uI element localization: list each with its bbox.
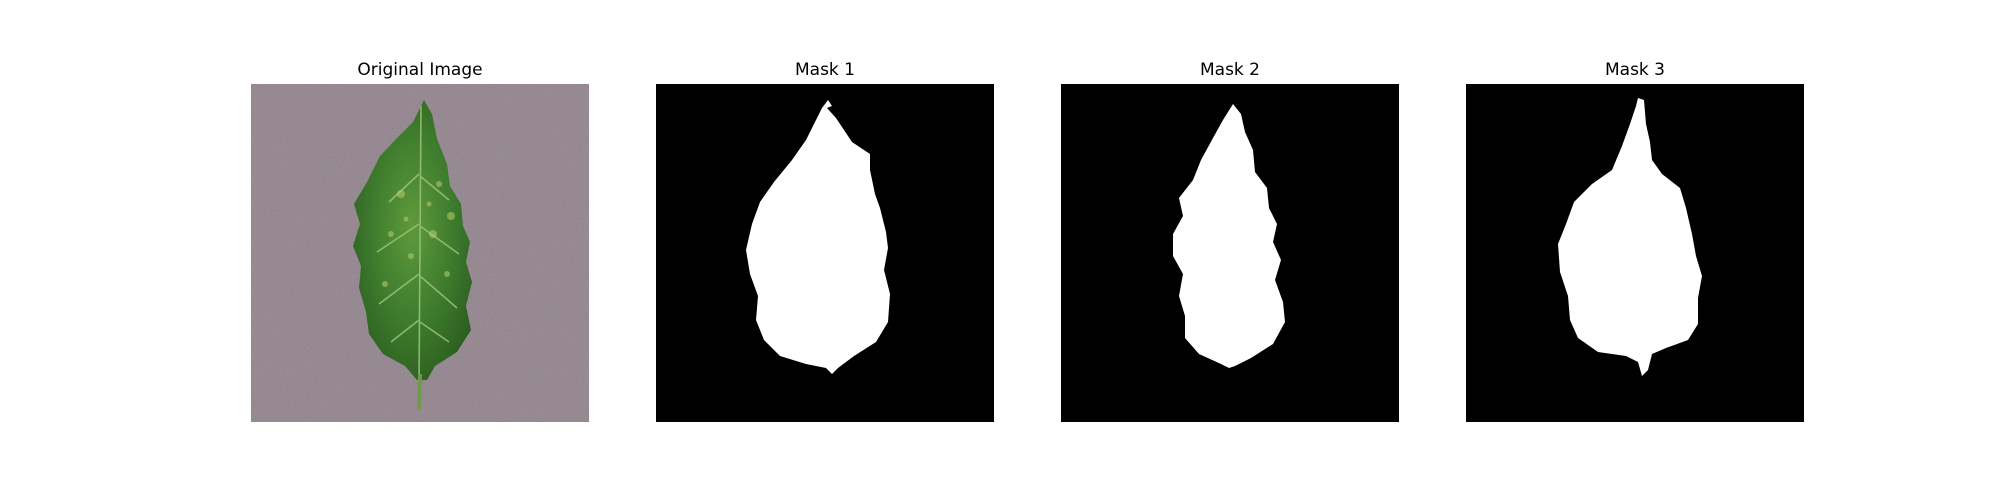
leaf-spots [382,181,455,287]
panel-title: Original Image [357,60,483,80]
mask-2 [1061,84,1399,422]
mask-1 [656,84,994,422]
leaf-stem [417,374,422,410]
mask-3-image [1466,84,1804,422]
panel-title: Mask 1 [794,60,855,80]
original-image [251,84,589,422]
original-image-panel: Original Image [251,56,589,422]
mask-3-panel: Mask 3 [1466,56,1804,422]
mask-3 [1466,84,1804,422]
mask-1-panel: Mask 1 [656,56,994,422]
panel-title: Mask 2 [1199,60,1260,80]
mask-2-image [1061,84,1399,422]
mask-region [1173,104,1285,368]
leaf-photo [251,84,589,422]
mask-2-panel: Mask 2 [1061,56,1399,422]
leaf-shape [353,100,472,380]
mask-region [1558,98,1702,376]
mask-region [746,100,890,374]
leaf-veins [376,105,460,385]
panel-title: Mask 3 [1604,60,1665,80]
mask-1-image [656,84,994,422]
